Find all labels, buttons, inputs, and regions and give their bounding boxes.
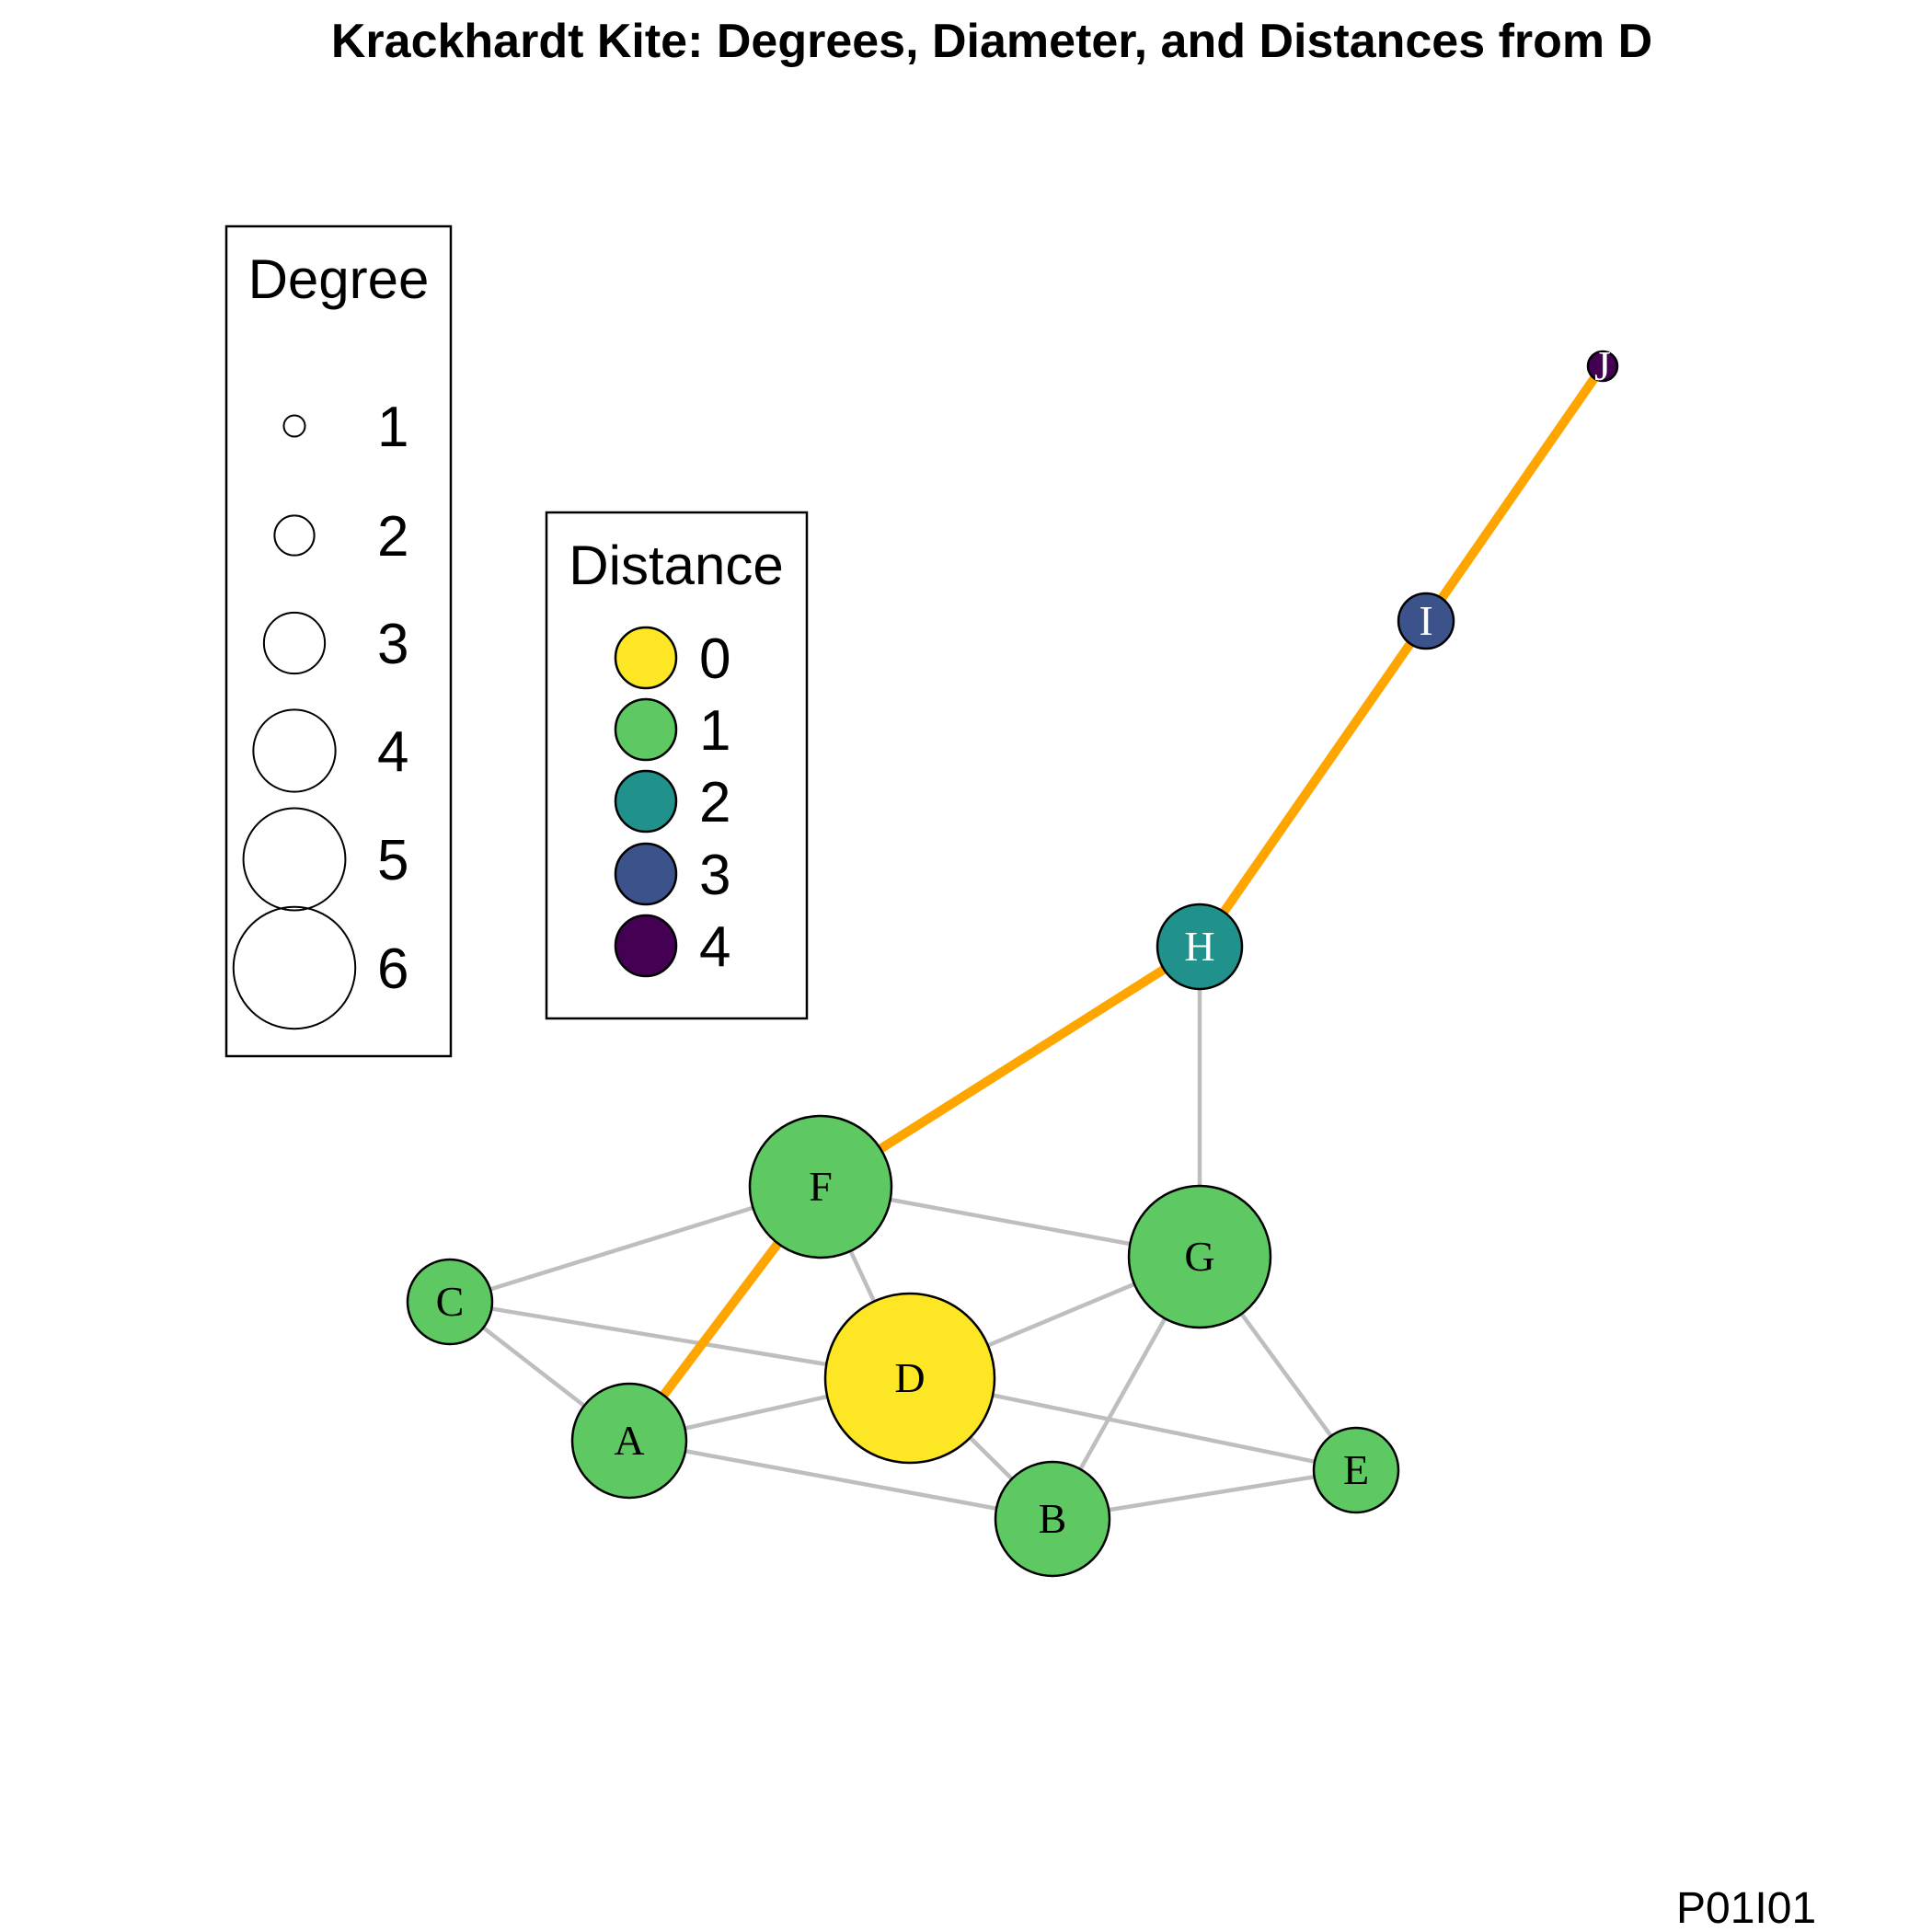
node-circle-c: [406, 1258, 494, 1346]
degree-legend-label-3: 3: [377, 613, 408, 676]
degree-legend-label-4: 4: [377, 720, 408, 784]
degree-legend-label-5: 5: [377, 829, 408, 892]
node-label-j: J: [1594, 342, 1611, 389]
watermark-id: P01I01: [1676, 1884, 1816, 1932]
nodes-layer: A B C D E F G H I J: [406, 342, 1619, 1578]
node-circle-d: [823, 1292, 996, 1465]
degree-legend-label-2: 2: [377, 505, 408, 569]
distance-legend-label-2: 2: [699, 771, 730, 834]
distance-legend-box: [545, 511, 809, 1020]
edge-f-h: [818, 942, 1202, 1191]
distance-legend-label-3: 3: [699, 844, 730, 907]
node-label-h: H: [1184, 923, 1214, 970]
distance-legend: Distance 0 1 2 3 4: [545, 511, 809, 1020]
edge-a-b: [628, 1438, 1053, 1522]
node-label-d: D: [894, 1354, 925, 1401]
degree-legend-circle-3: [262, 611, 327, 675]
degree-legend: Degree 1 2 3 4 5 6: [224, 224, 453, 1058]
distance-legend-swatch-0: [614, 626, 678, 690]
node-a[interactable]: A: [570, 1382, 688, 1500]
degree-legend-circle-2: [273, 514, 316, 557]
node-label-i: I: [1419, 597, 1432, 644]
node-g[interactable]: G: [1127, 1184, 1272, 1329]
node-label-b: B: [1039, 1495, 1067, 1542]
node-circle-i: [1397, 592, 1455, 650]
distance-legend-swatch-2: [614, 769, 678, 834]
node-f[interactable]: F: [748, 1114, 893, 1259]
node-circle-j: [1586, 350, 1619, 383]
node-e[interactable]: E: [1312, 1426, 1400, 1514]
distance-legend-label-1: 1: [699, 699, 730, 763]
node-circle-h: [1156, 903, 1244, 991]
node-circle-e: [1312, 1426, 1400, 1514]
node-label-a: A: [614, 1417, 644, 1464]
degree-legend-circle-4: [252, 708, 337, 793]
degree-legend-box: [224, 224, 453, 1058]
distance-legend-label-4: 4: [699, 915, 730, 979]
node-label-e: E: [1343, 1446, 1369, 1493]
degree-legend-circle-5: [242, 807, 347, 912]
distance-legend-swatch-1: [614, 697, 678, 762]
node-circle-f: [748, 1114, 893, 1259]
degree-legend-circle-6: [232, 905, 357, 1030]
edge-h-i: [1195, 618, 1431, 949]
node-j[interactable]: J: [1586, 342, 1619, 389]
node-label-g: G: [1184, 1233, 1214, 1280]
node-b[interactable]: B: [994, 1460, 1111, 1578]
node-circle-g: [1127, 1184, 1272, 1329]
node-label-f: F: [809, 1163, 833, 1210]
node-circle-a: [570, 1382, 688, 1500]
node-label-c: C: [436, 1278, 465, 1325]
node-d[interactable]: D: [823, 1292, 996, 1465]
degree-legend-title: Degree: [248, 248, 430, 310]
edge-i-j: [1421, 363, 1607, 624]
node-i[interactable]: I: [1397, 592, 1455, 650]
node-c[interactable]: C: [406, 1258, 494, 1346]
distance-legend-swatch-4: [614, 914, 678, 978]
degree-legend-label-1: 1: [377, 396, 408, 459]
distance-legend-label-0: 0: [699, 627, 730, 691]
node-h[interactable]: H: [1156, 903, 1244, 991]
degree-legend-items: 1 2 3 4 5 6: [232, 396, 408, 1030]
node-circle-b: [994, 1460, 1111, 1578]
distance-legend-swatch-3: [614, 842, 678, 906]
chart-title: Krackhardt Kite: Degrees, Diameter, and …: [331, 15, 1652, 68]
distance-legend-items: 0 1 2 3 4: [614, 626, 730, 979]
distance-legend-title: Distance: [569, 535, 783, 596]
degree-legend-circle-1: [282, 414, 306, 438]
degree-legend-label-6: 6: [377, 937, 408, 1001]
